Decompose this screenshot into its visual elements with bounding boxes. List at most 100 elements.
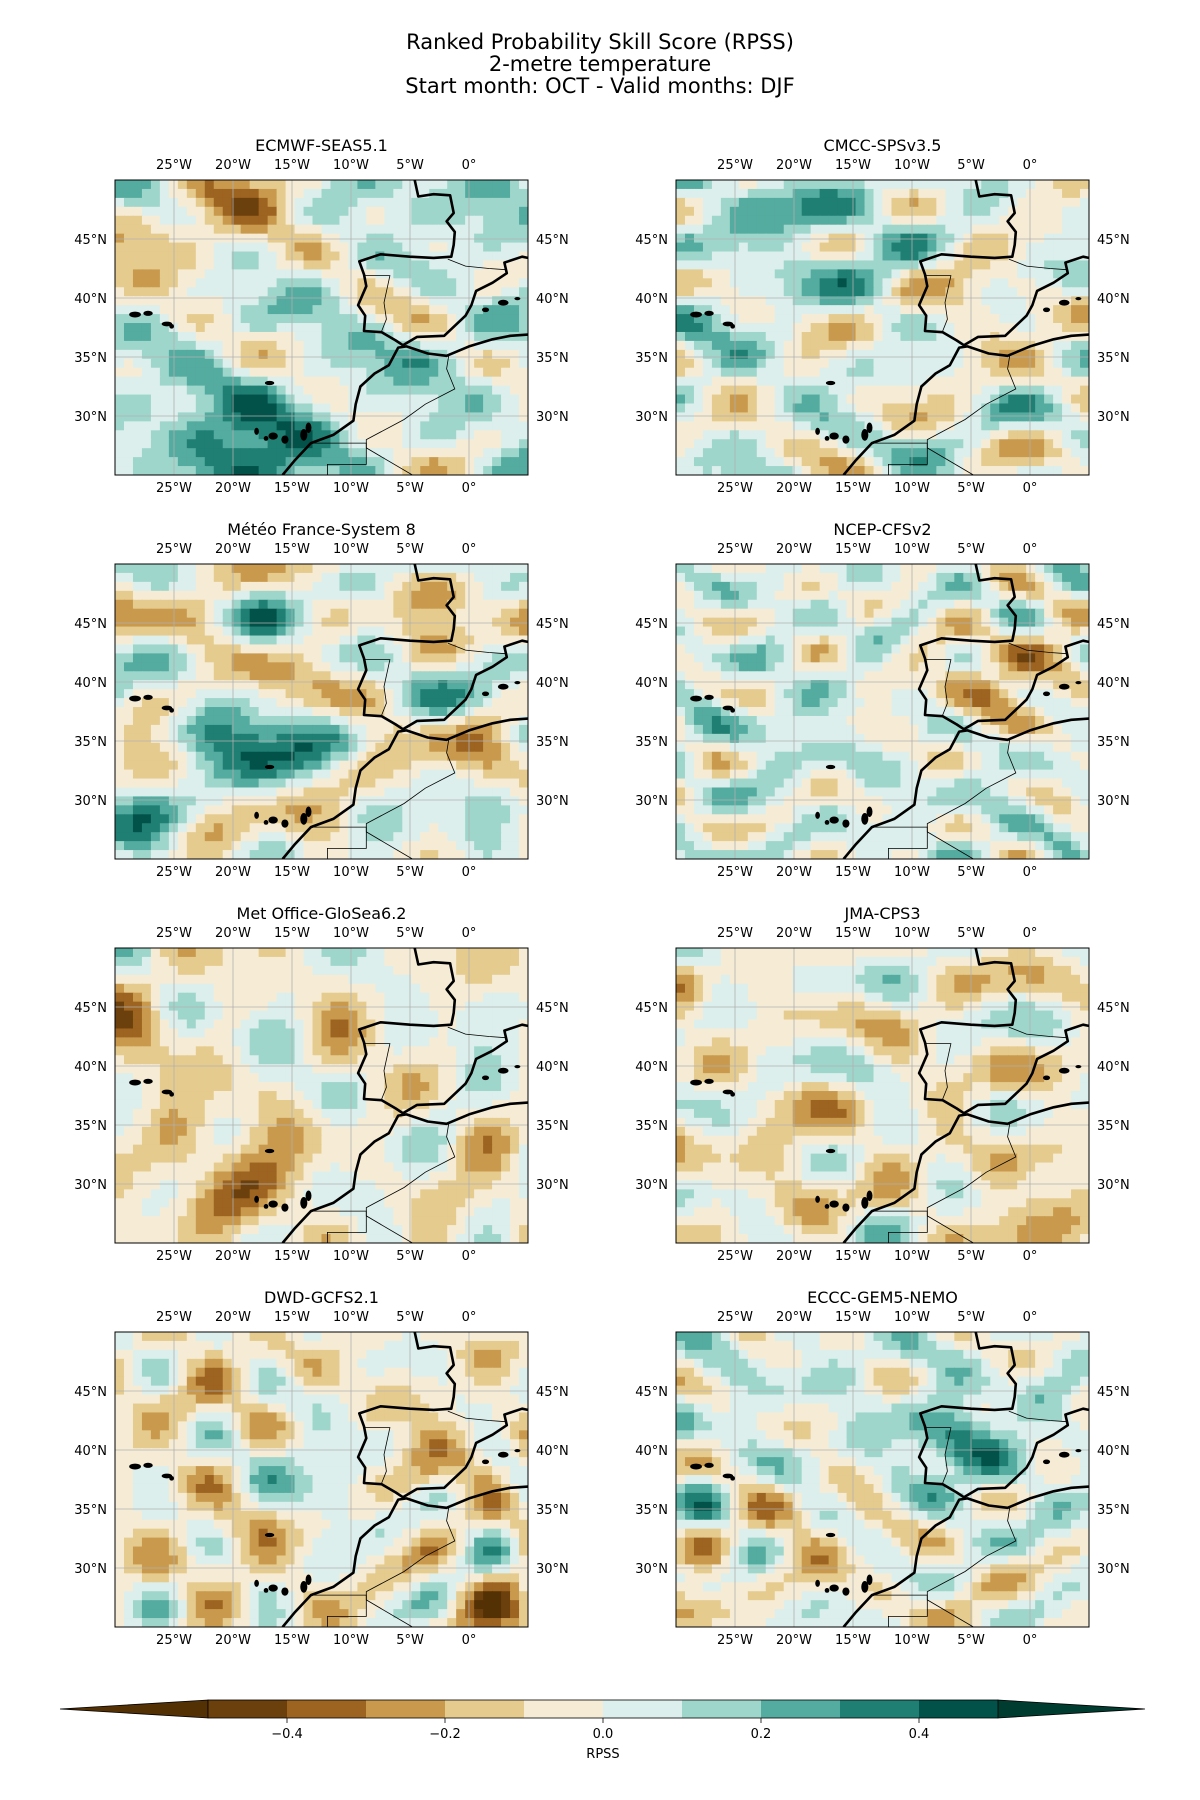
field-cell — [483, 358, 493, 369]
field-cell — [810, 349, 821, 360]
field-cell — [519, 671, 528, 681]
field-cell — [150, 680, 161, 690]
field-cell — [1071, 314, 1081, 324]
field-cell — [963, 466, 973, 475]
field-cell — [747, 385, 758, 396]
field-cell — [1035, 564, 1045, 574]
field-cell — [1008, 188, 1018, 199]
field-cell — [231, 751, 242, 762]
field-cell — [267, 599, 278, 610]
field-cell — [765, 367, 776, 378]
field-cell — [954, 430, 964, 440]
field-cell — [765, 180, 776, 190]
field-cell — [756, 590, 767, 601]
field-cell — [249, 251, 260, 262]
field-cell — [411, 581, 421, 592]
field-cell — [312, 572, 323, 583]
field-cell — [115, 233, 125, 244]
field-cell — [240, 340, 251, 351]
field-cell — [420, 671, 430, 681]
field-cell — [1008, 215, 1018, 226]
field-cell — [267, 805, 278, 815]
field-cell — [375, 233, 385, 244]
field-cell — [231, 430, 242, 440]
field-cell — [438, 385, 448, 396]
field-cell — [999, 314, 1009, 324]
field-cell — [186, 260, 197, 270]
field-cell — [357, 778, 367, 789]
field-cell — [510, 653, 520, 663]
field-cell — [177, 796, 188, 806]
field-cell — [258, 760, 269, 771]
field-cell — [474, 242, 484, 253]
field-cell — [954, 608, 964, 619]
field-cell — [519, 367, 528, 378]
field-cell — [702, 314, 713, 324]
field-cell — [402, 215, 412, 226]
field-cell — [519, 305, 528, 315]
field-cell — [1044, 439, 1054, 449]
field-cell — [213, 760, 224, 771]
field-cell — [402, 180, 412, 190]
field-cell — [501, 430, 511, 440]
field-cell — [1071, 269, 1081, 279]
field-cell — [429, 403, 439, 414]
field-cell — [456, 242, 466, 253]
field-cell — [339, 296, 350, 306]
field-cell — [132, 412, 143, 422]
field-cell — [474, 769, 484, 780]
field-cell — [801, 215, 812, 226]
field-cell — [339, 742, 350, 753]
field-cell — [141, 439, 152, 449]
field-cell — [285, 376, 296, 387]
field-cell — [738, 430, 749, 440]
field-cell — [366, 340, 376, 351]
field-cell — [159, 233, 170, 244]
field-cell — [348, 251, 359, 262]
field-cell — [348, 376, 359, 387]
field-cell — [258, 323, 269, 333]
field-cell — [348, 769, 359, 780]
field-cell — [676, 572, 686, 583]
field-cell — [258, 715, 269, 726]
field-cell — [474, 385, 484, 396]
lon-tick-label-bottom: 25°W — [156, 481, 192, 496]
field-cell — [267, 349, 278, 360]
field-cell — [177, 358, 188, 369]
field-cell — [231, 733, 242, 744]
field-cell — [186, 850, 197, 859]
field-cell — [837, 305, 848, 315]
field-cell — [276, 564, 287, 574]
field-cell — [1062, 448, 1072, 458]
field-cell — [177, 439, 188, 449]
field-cell — [222, 242, 233, 253]
field-cell — [357, 698, 367, 708]
field-cell — [456, 251, 466, 262]
field-cell — [366, 590, 376, 601]
field-cell — [510, 626, 520, 637]
field-cell — [357, 385, 367, 396]
field-cell — [195, 608, 206, 619]
field-cell — [141, 662, 152, 672]
field-cell — [864, 206, 875, 217]
field-cell — [339, 769, 350, 780]
field-cell — [882, 385, 893, 396]
field-cell — [429, 680, 439, 690]
field-cell — [267, 850, 278, 859]
field-cell — [429, 421, 439, 431]
field-cell — [855, 581, 866, 592]
field-cell — [1062, 233, 1072, 244]
field-cell — [972, 421, 982, 431]
field-cell — [222, 698, 233, 708]
field-cell — [873, 340, 884, 351]
field-cell — [684, 457, 695, 467]
field-cell — [312, 251, 323, 262]
field-cell — [429, 671, 439, 681]
field-cell — [348, 323, 359, 333]
field-cell — [891, 251, 902, 262]
field-cell — [711, 251, 722, 262]
field-cell — [222, 367, 233, 378]
field-cell — [1026, 180, 1036, 190]
field-cell — [765, 224, 776, 235]
field-cell — [519, 206, 528, 217]
